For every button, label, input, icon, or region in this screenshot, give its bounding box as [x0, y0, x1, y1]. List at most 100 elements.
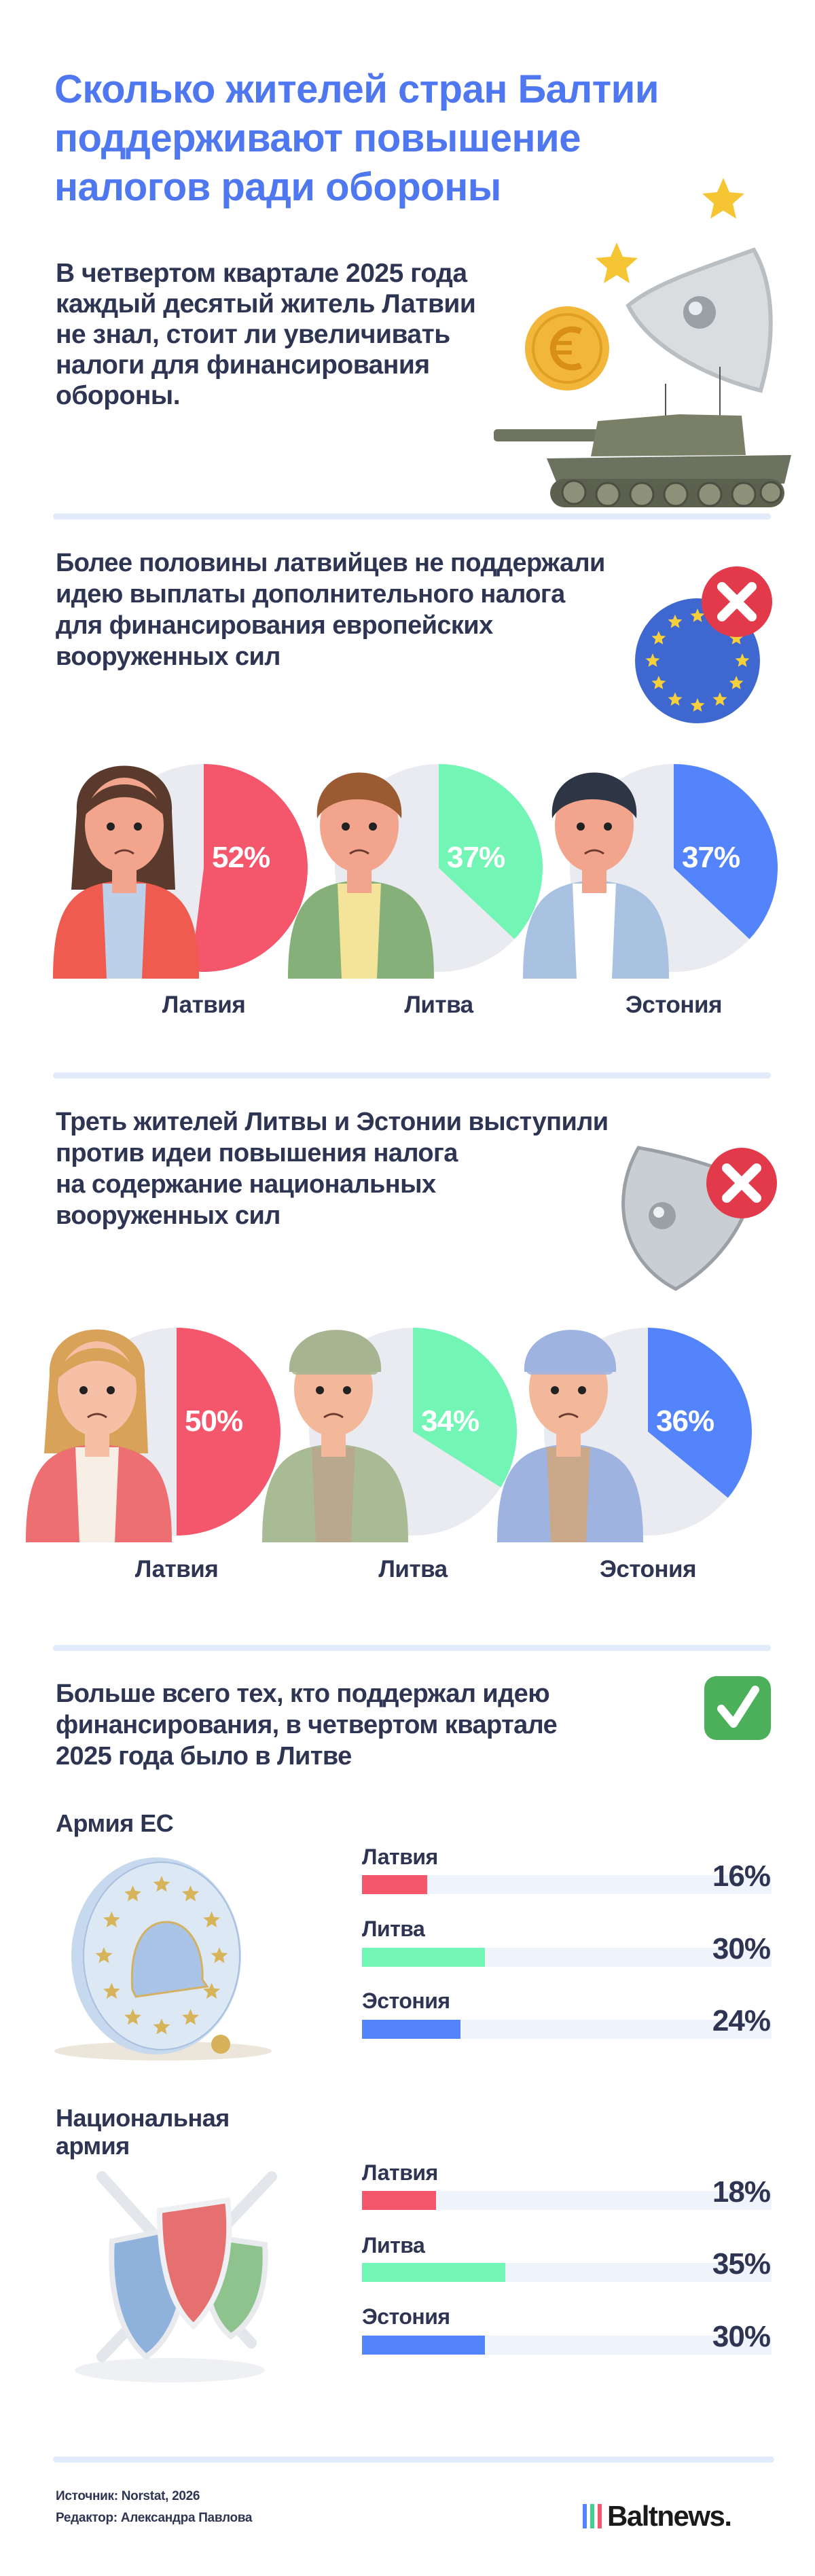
shield-with-cross-icon — [621, 1146, 777, 1291]
pie-slice-1 — [413, 1328, 518, 1487]
pie-category-label: Латвия — [162, 992, 246, 1018]
bar-track — [362, 2020, 772, 2039]
national-army-shields-illustration — [75, 2171, 277, 2382]
bar-group-title-eu-army: Армия ЕС — [56, 1809, 174, 1837]
editor-text: Редактор: Александра Павлова — [56, 2511, 253, 2525]
star-icon — [211, 1947, 228, 1963]
star-icon — [182, 2008, 199, 2025]
bar-track — [362, 1875, 772, 1894]
bar-category-label: Эстония — [362, 2304, 450, 2329]
bar-fill — [362, 2336, 485, 2355]
bar-value-label: 24% — [712, 2004, 771, 2037]
pie-value-label: 37% — [682, 841, 740, 874]
source-text: Источник: Norstat, 2026 — [56, 2489, 200, 2503]
star-icon — [735, 653, 750, 667]
bar-track — [362, 1948, 772, 1967]
section-divider — [53, 1072, 771, 1078]
person-illustration — [262, 1330, 408, 1542]
star-icon — [651, 631, 666, 645]
bar-fill — [362, 2263, 506, 2282]
bar-value-label: 16% — [712, 1860, 771, 1893]
logo-bars-icon — [583, 2504, 602, 2528]
bar-category-label: Литва — [362, 1917, 425, 1941]
pie-slice-0 — [177, 1328, 280, 1536]
bar-value-label: 35% — [712, 2247, 771, 2281]
pie-category-label: Эстония — [625, 992, 723, 1018]
pie-category-label: Литва — [378, 1556, 448, 1582]
pie-value-label: 36% — [656, 1404, 714, 1438]
star-icon — [690, 698, 705, 712]
cross-icon — [706, 1148, 777, 1218]
euro-coin-icon — [525, 306, 609, 391]
section-divider — [53, 1645, 771, 1651]
person-illustration — [288, 772, 434, 979]
tank-icon — [494, 367, 791, 507]
star-icon — [203, 1982, 220, 1999]
star-icon — [153, 2018, 170, 2035]
pie-value-label: 50% — [185, 1404, 243, 1438]
bar-value-label: 30% — [712, 2320, 771, 2353]
section-heading-support: Больше всего тех, кто поддержал идею фин… — [56, 1680, 558, 1771]
bar-track — [362, 2336, 772, 2355]
tank-shield-coin-illustration — [494, 178, 791, 507]
page-title: Сколько жителей стран Балтии поддерживаю… — [54, 67, 659, 209]
star-icon — [712, 692, 727, 706]
bar-value-label: 18% — [712, 2175, 771, 2209]
bar-fill — [362, 2191, 436, 2210]
shield-icon — [626, 247, 773, 393]
pie-marks — [26, 1328, 753, 1542]
bar-value-label: 30% — [712, 1932, 771, 1965]
star-icon — [668, 692, 683, 706]
pie-slice-2 — [674, 764, 778, 939]
bar-fill — [362, 1948, 485, 1967]
bar-group-title-national-army: Национальная армия — [56, 2104, 230, 2160]
pie-value-label: 37% — [447, 841, 505, 874]
star-icon — [103, 1982, 120, 1999]
bar-track — [362, 2263, 772, 2282]
person-illustration — [523, 772, 669, 979]
star-icon — [124, 1885, 141, 1902]
person-illustration — [53, 765, 199, 979]
bar-category-label: Латвия — [362, 2160, 438, 2185]
logo-text: Baltnews. — [607, 2500, 732, 2532]
star-icon — [729, 676, 744, 689]
cross-icon — [702, 566, 772, 637]
star-icon — [203, 1911, 220, 1927]
eu-army-illustration — [54, 1857, 272, 2061]
person-illustration — [26, 1329, 172, 1542]
section-heading-national-tax: Треть жителей Литвы и Эстонии выступили … — [56, 1108, 609, 1230]
pie-slice-2 — [648, 1328, 753, 1498]
bar-track — [362, 2191, 772, 2210]
star-icon — [651, 676, 666, 689]
star-icon — [596, 242, 638, 283]
star-icon — [124, 2008, 141, 2025]
star-icon — [182, 1885, 199, 1902]
bar-fill — [362, 2020, 460, 2039]
footer-divider — [53, 2456, 774, 2463]
pie-slice-1 — [439, 764, 543, 939]
intro-text: В четвертом квартале 2025 года каждый де… — [56, 259, 476, 410]
pie-category-label: Литва — [404, 992, 473, 1018]
pie-marks — [53, 764, 778, 979]
star-icon — [729, 631, 744, 645]
baltnews-logo: Baltnews. — [583, 2500, 732, 2532]
bar-category-label: Литва — [362, 2233, 425, 2257]
pie-value-label: 52% — [212, 841, 270, 874]
eu-flag-with-cross-icon — [635, 566, 772, 723]
pie-value-label: 34% — [421, 1404, 479, 1438]
pie-slice-0 — [190, 764, 308, 972]
logo-bar — [598, 2504, 602, 2528]
pie-category-label: Латвия — [134, 1556, 219, 1582]
star-icon — [153, 1876, 170, 1892]
star-icon — [95, 1947, 113, 1963]
star-icon — [103, 1911, 120, 1927]
logo-bar — [583, 2504, 587, 2528]
section-divider — [53, 513, 771, 520]
pie-category-label: Эстония — [599, 1556, 697, 1582]
star-icon — [645, 653, 660, 667]
bar-fill — [362, 1875, 428, 1894]
star-icon — [702, 178, 744, 219]
person-illustration — [497, 1330, 643, 1542]
star-icon — [668, 614, 683, 628]
